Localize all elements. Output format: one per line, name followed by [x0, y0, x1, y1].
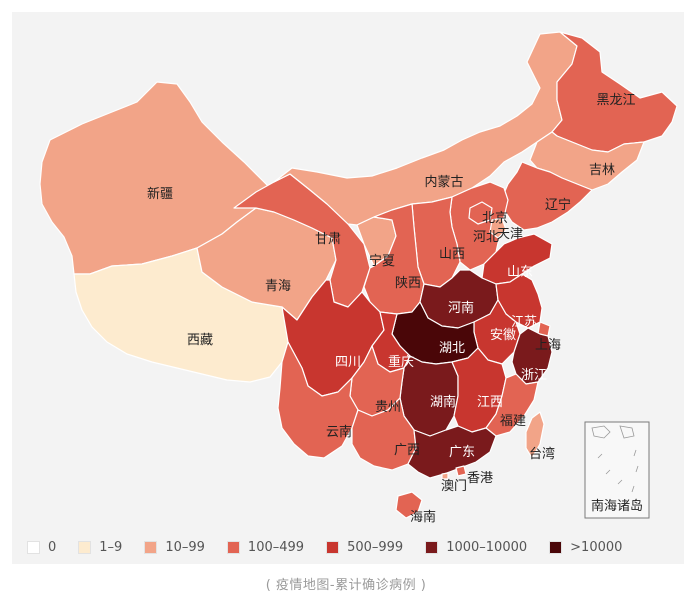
province-label-anhui: 安徽 — [490, 328, 516, 343]
province-aomen[interactable] — [441, 472, 449, 480]
province-label-chongqing: 重庆 — [388, 354, 414, 370]
province-yunnan[interactable] — [277, 341, 359, 459]
province-hainan[interactable] — [395, 491, 423, 519]
province-label-guangxi: 广西 — [394, 443, 420, 458]
legend-label: 1000–10000 — [446, 539, 528, 555]
province-label-jilin: 吉林 — [589, 163, 615, 178]
province-label-taiwan: 台湾 — [529, 446, 555, 462]
legend-item[interactable]: 10–99 — [144, 540, 205, 555]
legend-swatch — [425, 540, 439, 554]
province-fujian[interactable] — [485, 373, 539, 437]
province-label-shanxi: 山西 — [439, 247, 465, 262]
province-label-xizang: 西藏 — [187, 333, 213, 348]
province-label-xinjiang: 新疆 — [147, 186, 173, 202]
legend-item[interactable]: 1000–10000 — [425, 540, 527, 555]
province-label-liaoning: 辽宁 — [545, 197, 571, 213]
legend-item[interactable]: 1–9 — [78, 540, 122, 555]
province-guangdong[interactable] — [407, 425, 497, 479]
legend-item[interactable]: 0 — [27, 540, 56, 555]
province-label-hunan: 湖南 — [430, 394, 456, 410]
inset-label: 南海诸岛 — [591, 498, 643, 514]
province-label-hebei: 河北 — [473, 230, 499, 245]
province-label-shaanxi: 陕西 — [395, 276, 421, 291]
legend-swatch — [326, 540, 340, 554]
legend-label: 0 — [48, 539, 57, 555]
province-label-heilongjiang: 黑龙江 — [596, 93, 635, 108]
province-label-jiangxi: 江西 — [477, 395, 503, 410]
province-label-beijing: 北京 — [482, 211, 508, 226]
legend-label: >10000 — [570, 539, 623, 555]
province-label-jiangsu: 江苏 — [511, 314, 537, 330]
province-label-henan: 河南 — [448, 300, 474, 316]
province-label-sichuan: 四川 — [335, 355, 361, 370]
legend-swatch — [27, 540, 40, 554]
province-label-xianggang: 香港 — [467, 471, 493, 486]
legend-swatch — [78, 540, 92, 554]
legend-label: 1–9 — [99, 539, 123, 555]
province-jilin[interactable] — [529, 131, 645, 191]
province-label-ningxia: 宁夏 — [369, 253, 395, 269]
map-caption: ( 疫情地图-累计确诊病例 ) — [265, 578, 427, 593]
legend-label: 10–99 — [165, 539, 205, 555]
province-label-hubei: 湖北 — [439, 341, 465, 356]
province-label-gansu: 甘肃 — [315, 232, 341, 247]
province-label-hainan: 海南 — [410, 509, 436, 525]
province-beijing[interactable] — [468, 201, 493, 225]
province-label-shandong: 山东 — [507, 265, 533, 280]
legend-label: 500–999 — [347, 539, 404, 555]
province-label-tianjin: 天津 — [497, 227, 523, 242]
province-label-guangdong: 广东 — [449, 445, 475, 460]
legend-item[interactable]: >10000 — [549, 540, 622, 555]
legend-item[interactable]: 100–499 — [226, 539, 305, 555]
province-label-neimenggu: 内蒙古 — [424, 174, 463, 190]
province-label-zhejiang: 浙江 — [521, 368, 547, 383]
legend: 0 1–9 10–99 100–499 500–999 1000–10000 >10000 — [27, 536, 644, 558]
province-label-yunnan: 云南 — [326, 424, 352, 440]
province-label-aomen: 澳门 — [441, 478, 467, 494]
province-tianjin[interactable] — [489, 217, 507, 239]
legend-swatch — [549, 540, 563, 554]
province-taiwan[interactable] — [525, 411, 545, 459]
map-panel: 南海诸岛 新疆西藏 青海 甘肃 内蒙古 黑龙江吉林辽宁北京 天津 河北 山西 宁夏 陕西 山东河南江… — [12, 12, 684, 564]
legend-swatch — [144, 540, 158, 554]
province-xianggang[interactable] — [455, 465, 467, 477]
province-label-fujian: 福建 — [500, 414, 526, 429]
province-label-guizhou: 贵州 — [375, 400, 401, 415]
province-label-shanghai: 上海 — [535, 338, 561, 353]
south-china-sea-inset: 南海诸岛 — [584, 421, 650, 519]
legend-swatch — [226, 540, 240, 554]
legend-item[interactable]: 500–999 — [326, 540, 403, 555]
province-label-qinghai: 青海 — [265, 279, 291, 294]
province-zhejiang[interactable] — [511, 327, 553, 385]
legend-label: 100–499 — [247, 539, 305, 555]
